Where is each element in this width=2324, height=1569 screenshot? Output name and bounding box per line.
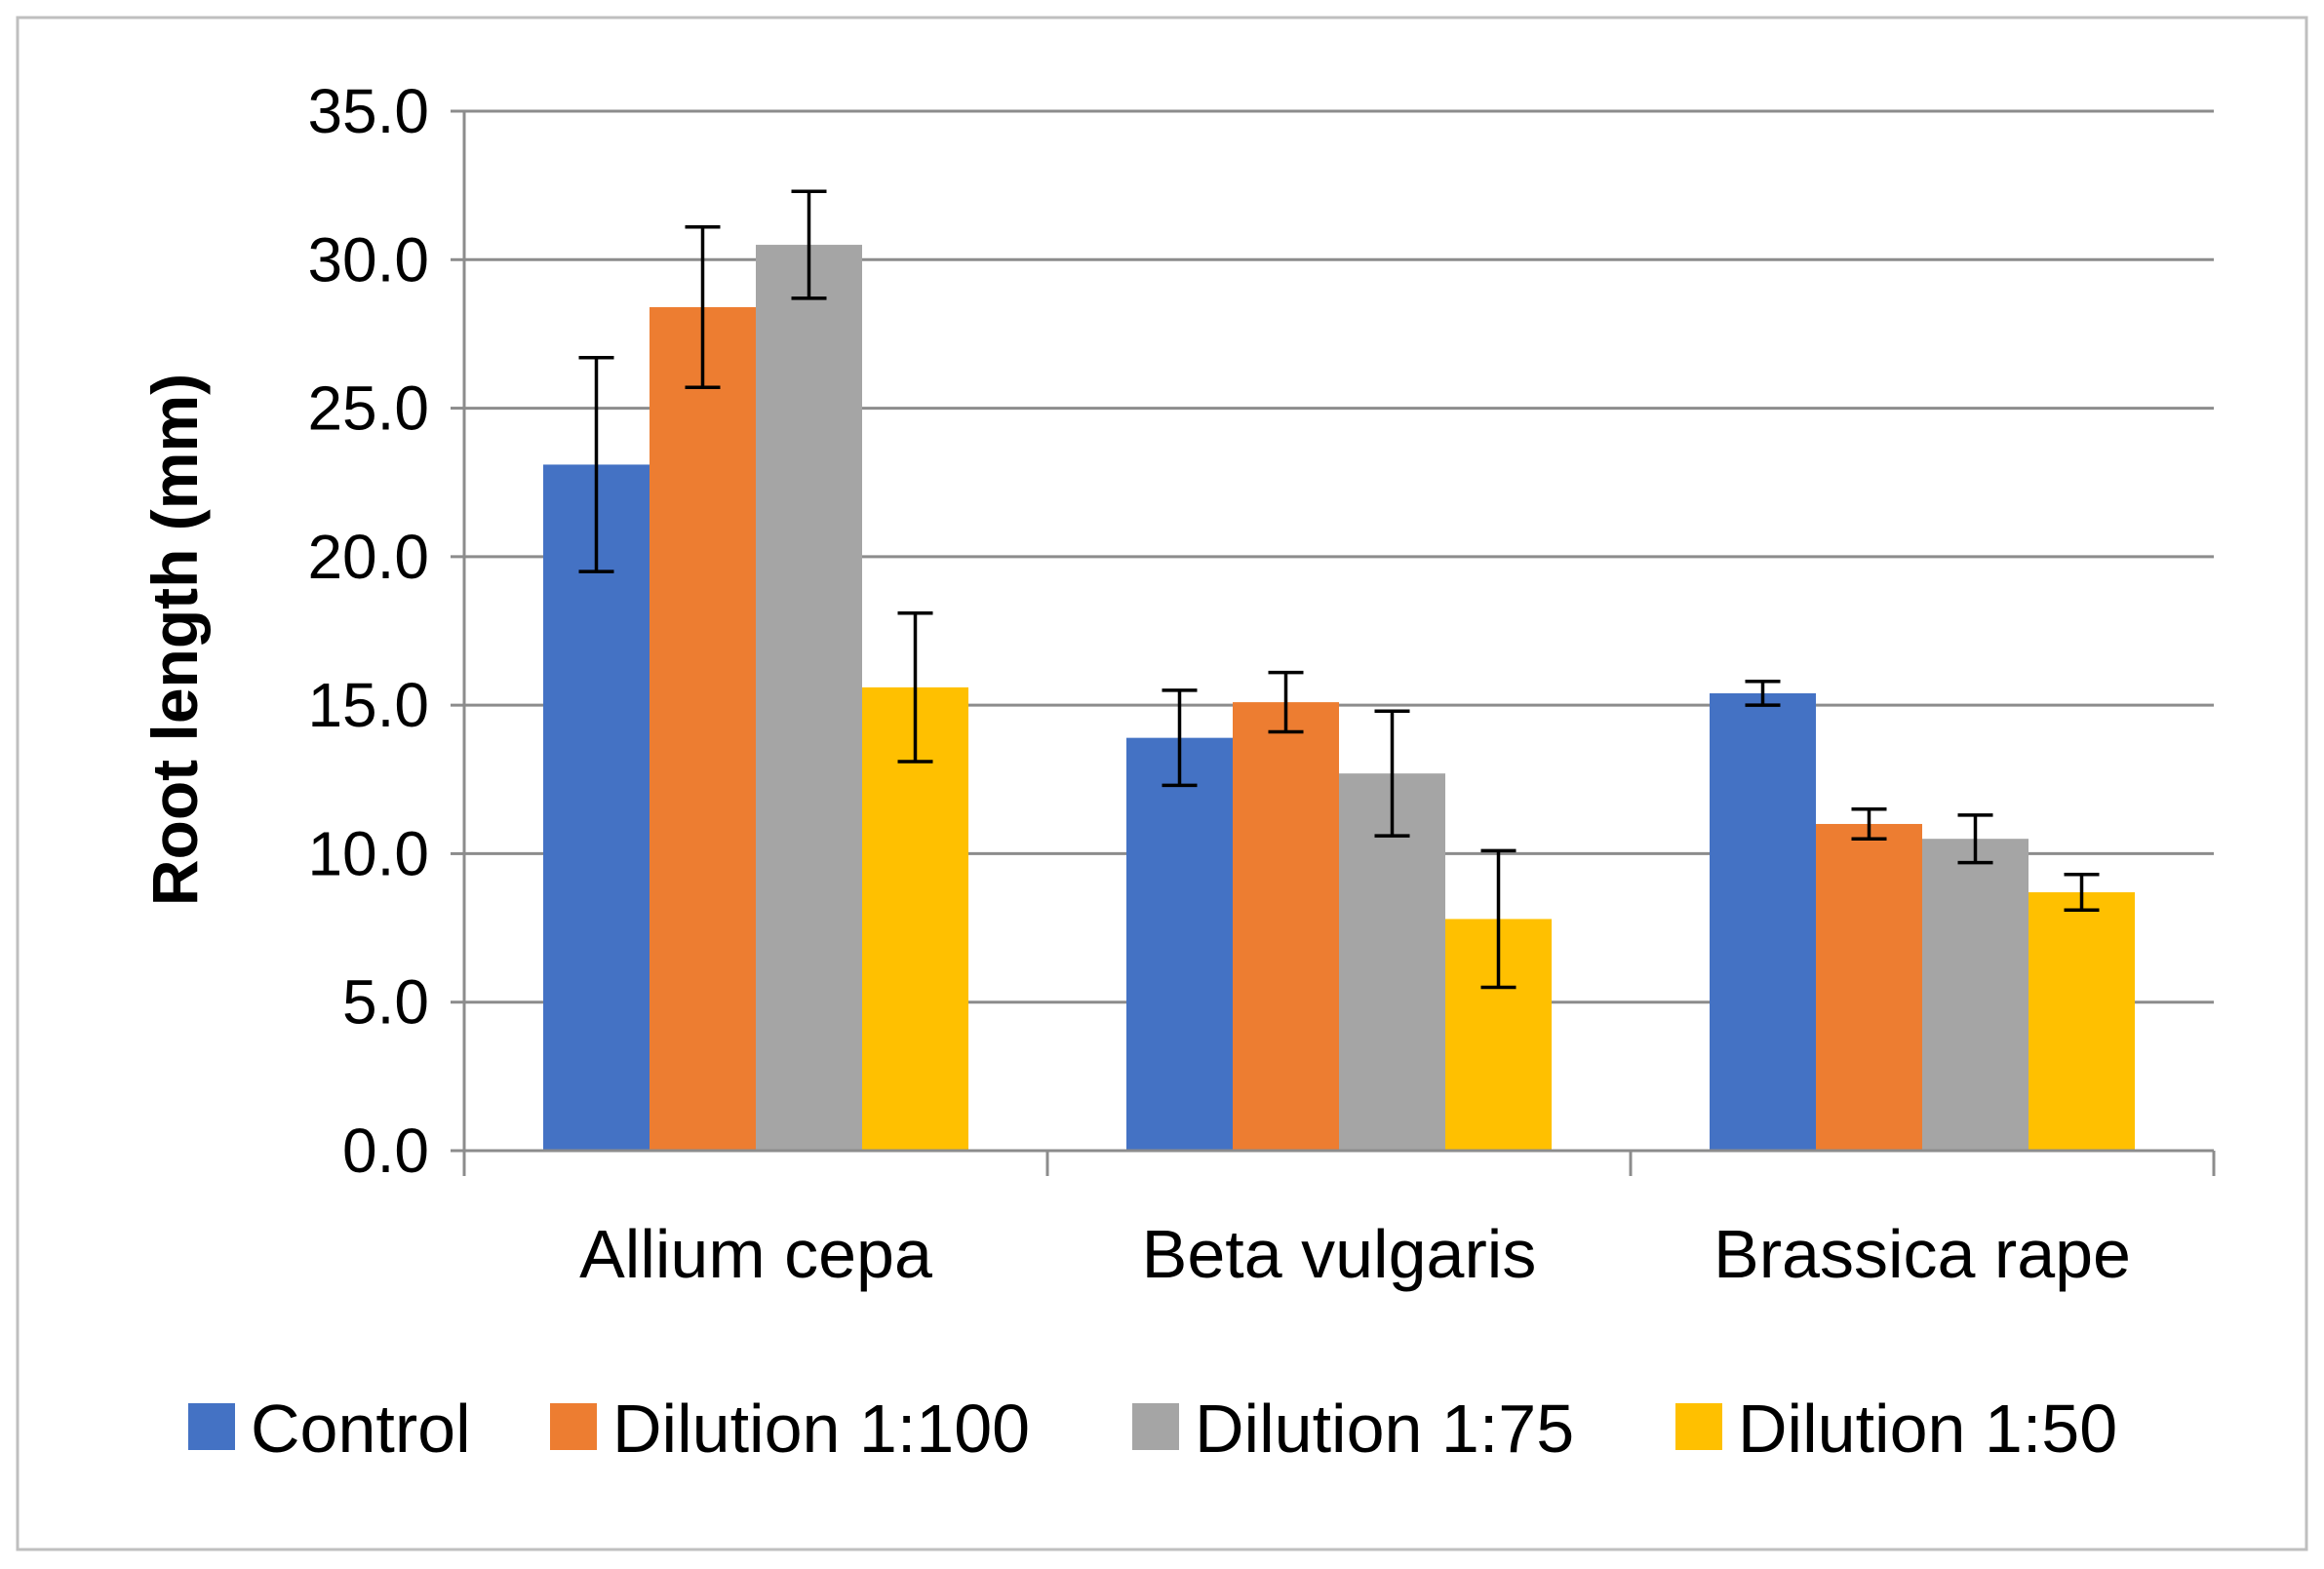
legend-swatch — [188, 1403, 235, 1450]
y-tick-label: 5.0 — [342, 967, 429, 1038]
bar — [650, 307, 756, 1151]
legend-label: Control — [251, 1391, 471, 1467]
y-tick-label: 0.0 — [342, 1116, 429, 1186]
x-category-label: Beta vulgaris — [1142, 1216, 1537, 1292]
bar — [1710, 692, 1816, 1151]
bar — [1922, 839, 2029, 1151]
y-tick-label: 25.0 — [307, 373, 429, 444]
legend-swatch — [1132, 1403, 1179, 1450]
bar — [1816, 823, 1922, 1151]
y-axis-title: Root length (mm) — [138, 373, 211, 906]
bar — [1126, 737, 1233, 1151]
legend-label: Dilution 1:75 — [1195, 1391, 1574, 1467]
y-tick-label: 15.0 — [307, 670, 429, 740]
bar — [2029, 892, 2135, 1151]
legend-label: Dilution 1:50 — [1738, 1391, 2117, 1467]
axes — [451, 109, 2216, 1176]
y-tick-label: 20.0 — [307, 522, 429, 592]
x-category-label: Brassica rape — [1713, 1216, 2131, 1292]
y-tick-label: 30.0 — [307, 224, 429, 294]
bar — [1233, 702, 1339, 1151]
y-tick-label: 10.0 — [307, 818, 429, 888]
error-bars — [578, 189, 2100, 990]
axis-labels: 0.0 5.0 10.0 15.0 20.0 25.0 30.0 35.0 Allium cep… — [307, 76, 2131, 1292]
bars — [543, 245, 2135, 1152]
x-category-label: Allium cepa — [579, 1216, 932, 1292]
y-tick-label: 35.0 — [307, 76, 429, 146]
legend: Control Dilution 1:100 Dilution 1:75 Diluti… — [188, 1391, 2117, 1467]
bar — [862, 686, 968, 1151]
bar — [543, 464, 650, 1151]
legend-swatch — [1675, 1403, 1722, 1450]
legend-label: Dilution 1:100 — [612, 1391, 1030, 1467]
legend-swatch — [550, 1403, 597, 1450]
bar — [756, 245, 862, 1152]
